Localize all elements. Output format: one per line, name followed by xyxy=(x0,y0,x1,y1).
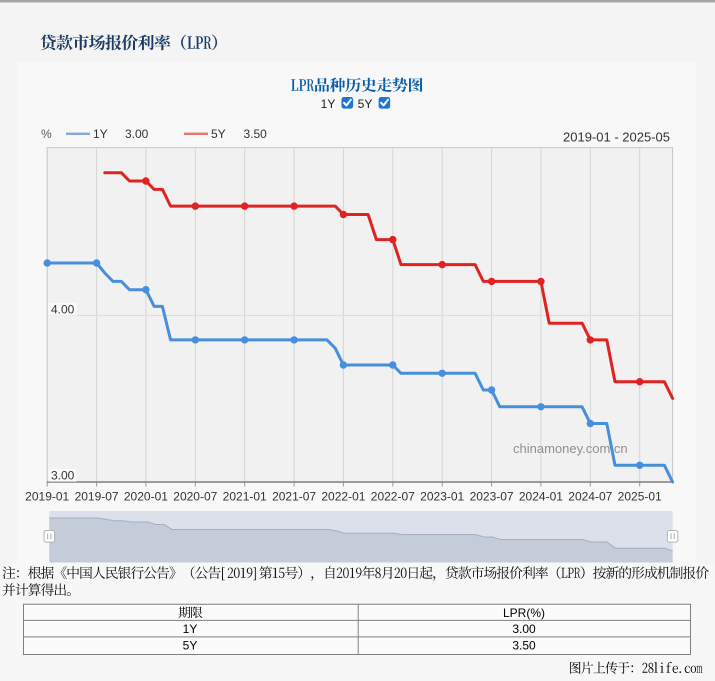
svg-text:2020-01: 2020-01 xyxy=(124,490,168,504)
svg-text:2021-01: 2021-01 xyxy=(223,490,267,504)
svg-text:5Y: 5Y xyxy=(358,97,373,111)
svg-text:2019-01 - 2025-05: 2019-01 - 2025-05 xyxy=(563,130,670,145)
svg-text:2024-07: 2024-07 xyxy=(568,490,612,504)
svg-text:5Y: 5Y xyxy=(183,638,198,652)
svg-text:LPR(%): LPR(%) xyxy=(503,606,545,620)
svg-text:2019-01: 2019-01 xyxy=(25,490,69,504)
svg-text:1Y: 1Y xyxy=(93,127,108,141)
svg-text:5Y: 5Y xyxy=(211,127,226,141)
svg-text:3.00: 3.00 xyxy=(125,127,149,141)
svg-text:2021-07: 2021-07 xyxy=(272,490,316,504)
svg-text:1Y: 1Y xyxy=(183,622,198,636)
svg-text:%: % xyxy=(41,127,52,141)
svg-text:4.00: 4.00 xyxy=(51,303,75,317)
svg-text:2023-01: 2023-01 xyxy=(420,490,464,504)
svg-text:3.00: 3.00 xyxy=(51,469,75,483)
svg-text:2025-01: 2025-01 xyxy=(618,490,662,504)
svg-text:3.00: 3.00 xyxy=(512,622,536,636)
svg-text:chinamoney.com.cn: chinamoney.com.cn xyxy=(513,441,628,456)
svg-text:2019-07: 2019-07 xyxy=(75,490,119,504)
svg-text:2022-07: 2022-07 xyxy=(371,490,415,504)
svg-text:2023-07: 2023-07 xyxy=(470,490,514,504)
svg-text:2020-07: 2020-07 xyxy=(173,490,217,504)
svg-text:2024-01: 2024-01 xyxy=(519,490,563,504)
svg-text:2022-01: 2022-01 xyxy=(321,490,365,504)
svg-text:3.50: 3.50 xyxy=(512,638,536,652)
svg-text:3.50: 3.50 xyxy=(244,127,268,141)
svg-text:1Y: 1Y xyxy=(321,97,336,111)
